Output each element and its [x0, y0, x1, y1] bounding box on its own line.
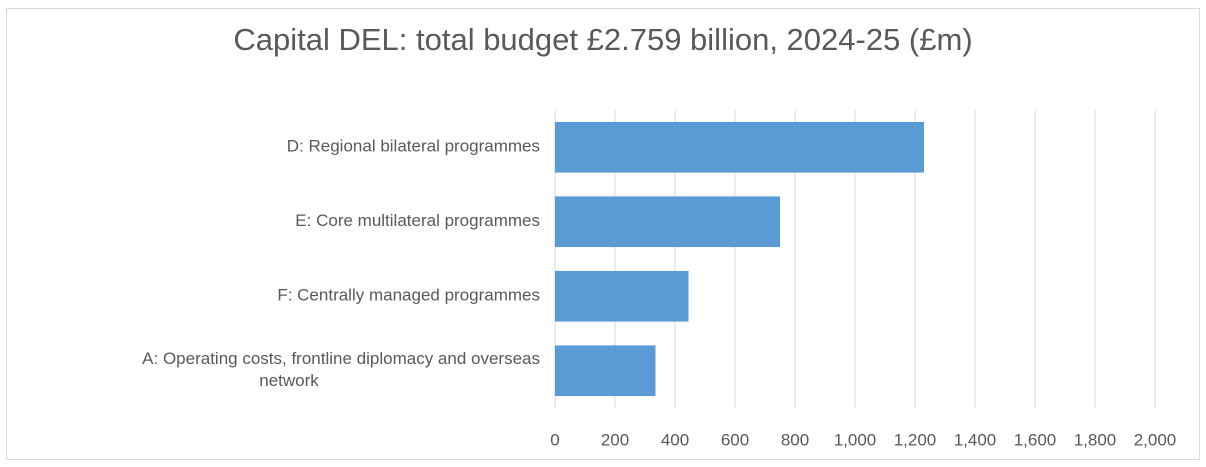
x-tick-label: 1,200 [894, 430, 937, 449]
x-tick-label: 0 [550, 430, 559, 449]
category-label: D: Regional bilateral programmes [287, 137, 540, 156]
x-tick-label: 1,800 [1074, 430, 1117, 449]
bar [555, 196, 780, 248]
bar [555, 121, 924, 173]
category-label: network [259, 371, 319, 390]
chart-title: Capital DEL: total budget £2.759 billion… [233, 22, 973, 57]
x-tick-label: 400 [661, 430, 689, 449]
category-label: F: Centrally managed programmes [277, 286, 540, 305]
x-tick-label: 1,000 [834, 430, 877, 449]
x-tick-label: 1,600 [1014, 430, 1057, 449]
category-label: E: Core multilateral programmes [295, 211, 540, 230]
x-tick-label: 200 [601, 430, 629, 449]
x-tick-label: 2,000 [1134, 430, 1177, 449]
x-tick-label: 600 [721, 430, 749, 449]
bar [555, 270, 689, 322]
x-tick-label: 1,400 [954, 430, 997, 449]
x-tick-label: 800 [781, 430, 809, 449]
bar [555, 345, 656, 397]
category-label: A: Operating costs, frontline diplomacy … [142, 349, 540, 368]
